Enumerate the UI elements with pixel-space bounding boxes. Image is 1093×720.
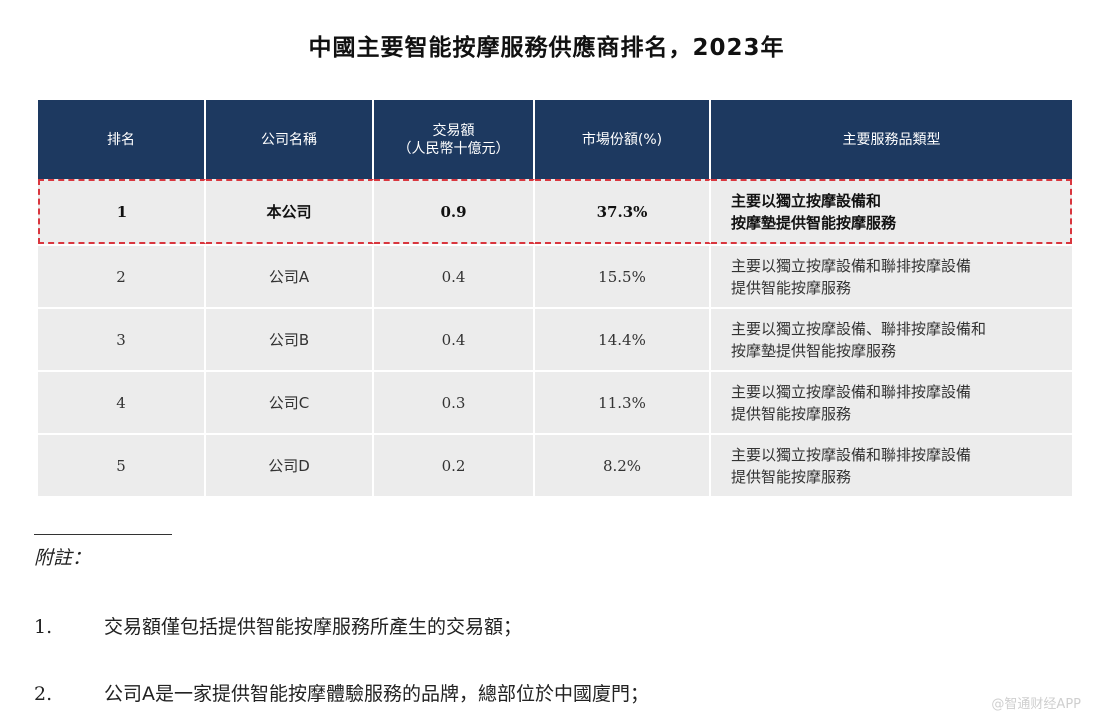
cell-amount: 0.3 bbox=[374, 370, 535, 433]
cell-amount: 0.2 bbox=[374, 433, 535, 496]
cell-amount: 0.4 bbox=[374, 244, 535, 307]
cell-company: 公司A bbox=[206, 244, 374, 307]
note-number: 2. bbox=[34, 683, 53, 705]
note-item: 1. 交易額僅包括提供智能按摩服務所產生的交易額； bbox=[34, 612, 522, 639]
header-amount: 交易額 （人民幣十億元） bbox=[374, 100, 535, 179]
cell-share: 37.3% bbox=[535, 179, 711, 244]
cell-share: 8.2% bbox=[535, 433, 711, 496]
table-row-highlight: 1 本公司 0.9 37.3% 主要以獨立按摩設備和 按摩墊提供智能按摩服務 bbox=[38, 179, 1072, 244]
cell-rank: 2 bbox=[38, 244, 206, 307]
cell-service-line-2: 提供智能按摩服務 bbox=[731, 404, 852, 423]
cell-company: 公司C bbox=[206, 370, 374, 433]
cell-service-line-2: 提供智能按摩服務 bbox=[731, 278, 852, 297]
cell-service-line-1: 主要以獨立按摩設備和聯排按摩設備 bbox=[731, 382, 972, 401]
cell-share: 15.5% bbox=[535, 244, 711, 307]
cell-amount: 0.9 bbox=[374, 179, 535, 244]
note-text: 公司A是一家提供智能按摩體驗服務的品牌，總部位於中國廈門； bbox=[104, 683, 649, 705]
cell-service-line-1: 主要以獨立按摩設備和聯排按摩設備 bbox=[731, 445, 972, 464]
cell-share: 14.4% bbox=[535, 307, 711, 370]
header-service: 主要服務品類型 bbox=[711, 100, 1072, 179]
cell-rank: 1 bbox=[38, 179, 206, 244]
page-title: 中國主要智能按摩服務供應商排名，2023年 bbox=[308, 35, 785, 61]
cell-service-line-1: 主要以獨立按摩設備和 bbox=[731, 191, 882, 210]
cell-share: 11.3% bbox=[535, 370, 711, 433]
notes-title: 附註： bbox=[34, 547, 92, 569]
cell-service: 主要以獨立按摩設備和 按摩墊提供智能按摩服務 bbox=[711, 179, 1072, 244]
cell-service-line-2: 按摩墊提供智能按摩服務 bbox=[731, 213, 897, 232]
header-amount-unit: （人民幣十億元） bbox=[397, 140, 510, 157]
cell-rank: 4 bbox=[38, 370, 206, 433]
cell-service: 主要以獨立按摩設備和聯排按摩設備 提供智能按摩服務 bbox=[711, 370, 1072, 433]
table-row: 4 公司C 0.3 11.3% 主要以獨立按摩設備和聯排按摩設備 提供智能按摩服… bbox=[38, 370, 1072, 433]
ranking-table: 排名 公司名稱 交易額 （人民幣十億元） 市場份額(%) 主要服務品類型 1 本… bbox=[38, 100, 1072, 496]
cell-company: 公司B bbox=[206, 307, 374, 370]
cell-company: 本公司 bbox=[206, 179, 374, 244]
cell-service: 主要以獨立按摩設備和聯排按摩設備 提供智能按摩服務 bbox=[711, 433, 1072, 496]
watermark: @智通财经APP bbox=[991, 697, 1081, 712]
cell-rank: 5 bbox=[38, 433, 206, 496]
header-amount-label: 交易額 bbox=[432, 122, 475, 139]
header-share: 市場份額(%) bbox=[535, 100, 711, 179]
table-header-row: 排名 公司名稱 交易額 （人民幣十億元） 市場份額(%) 主要服務品類型 bbox=[38, 100, 1072, 179]
header-rank: 排名 bbox=[38, 100, 206, 179]
cell-company: 公司D bbox=[206, 433, 374, 496]
table-row: 5 公司D 0.2 8.2% 主要以獨立按摩設備和聯排按摩設備 提供智能按摩服務 bbox=[38, 433, 1072, 496]
cell-service-line-2: 按摩墊提供智能按摩服務 bbox=[731, 341, 897, 360]
notes-divider bbox=[34, 534, 172, 535]
note-number: 1. bbox=[34, 616, 53, 638]
note-text: 交易額僅包括提供智能按摩服務所產生的交易額； bbox=[104, 616, 523, 638]
header-company: 公司名稱 bbox=[206, 100, 374, 179]
cell-amount: 0.4 bbox=[374, 307, 535, 370]
cell-service-line-2: 提供智能按摩服務 bbox=[731, 467, 852, 486]
note-item: 2. 公司A是一家提供智能按摩體驗服務的品牌，總部位於中國廈門； bbox=[34, 679, 649, 706]
cell-service: 主要以獨立按摩設備和聯排按摩設備 提供智能按摩服務 bbox=[711, 244, 1072, 307]
cell-service-line-1: 主要以獨立按摩設備、聯排按摩設備和 bbox=[731, 319, 987, 338]
table-row: 3 公司B 0.4 14.4% 主要以獨立按摩設備、聯排按摩設備和 按摩墊提供智… bbox=[38, 307, 1072, 370]
cell-service: 主要以獨立按摩設備、聯排按摩設備和 按摩墊提供智能按摩服務 bbox=[711, 307, 1072, 370]
table-row: 2 公司A 0.4 15.5% 主要以獨立按摩設備和聯排按摩設備 提供智能按摩服… bbox=[38, 244, 1072, 307]
cell-rank: 3 bbox=[38, 307, 206, 370]
cell-service-line-1: 主要以獨立按摩設備和聯排按摩設備 bbox=[731, 256, 972, 275]
